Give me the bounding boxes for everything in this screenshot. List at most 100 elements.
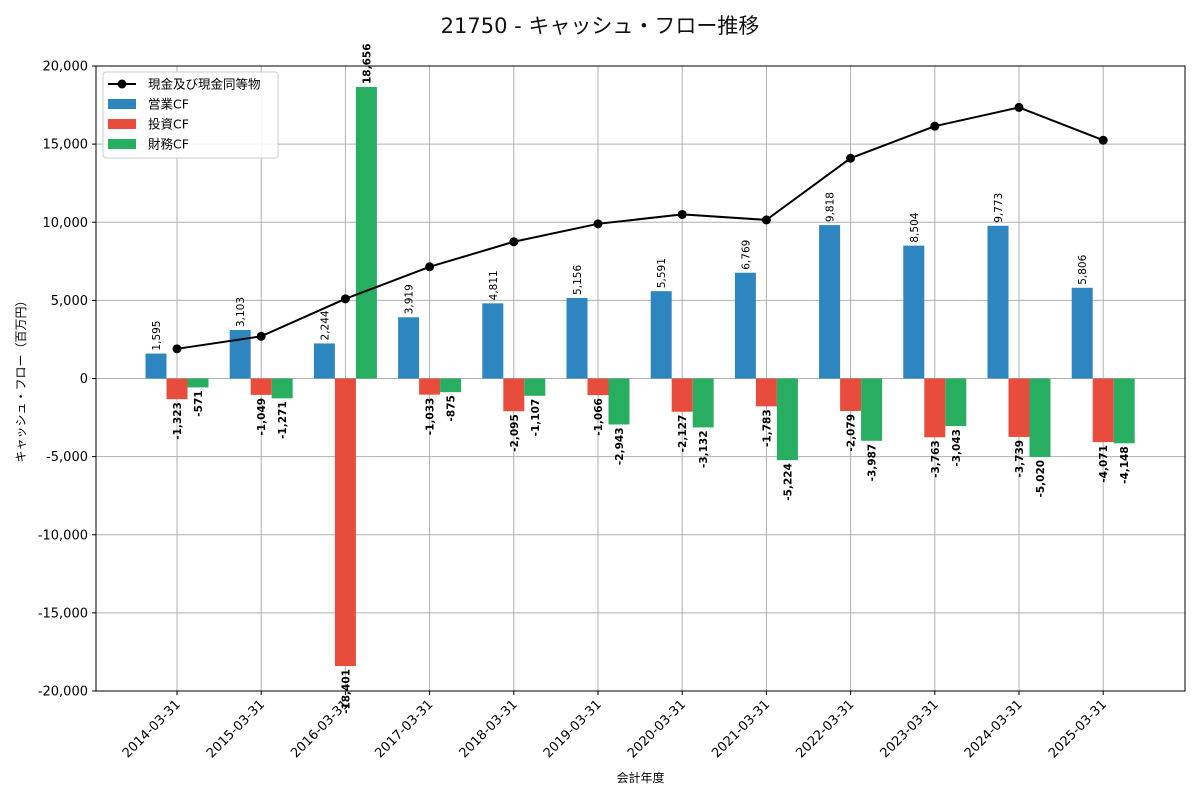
bar-investing-cf	[840, 378, 862, 411]
bar-value-label: 5,591	[656, 258, 668, 288]
cash-balance-point	[1014, 102, 1024, 112]
bar-financing-cf	[608, 378, 630, 425]
bar-value-label: -5,020	[1035, 460, 1047, 498]
bar-operating-cf	[398, 317, 420, 379]
x-tick-label: 2023-03-31	[878, 697, 942, 761]
bar-operating-cf	[987, 225, 1009, 379]
x-tick-label: 2025-03-31	[1046, 697, 1110, 761]
bar-value-label: 5,156	[572, 265, 584, 295]
bar-value-label: -875	[446, 395, 458, 421]
bar-operating-cf	[566, 297, 588, 379]
x-tick-label: 2022-03-31	[793, 697, 857, 761]
bar-value-label: -1,107	[530, 399, 542, 437]
bar-value-label: 18,656	[361, 43, 373, 84]
bar-value-label: 9,773	[993, 193, 1005, 223]
bar-financing-cf	[692, 378, 714, 428]
bar-value-label: -1,066	[593, 398, 605, 436]
bar-investing-cf	[503, 378, 525, 412]
plot-frame	[95, 65, 1186, 692]
legend-bar-swatch	[108, 99, 136, 109]
bar-operating-cf	[1071, 287, 1093, 379]
bar-value-label: -3,132	[698, 430, 710, 468]
y-axis-label: キャッシュ・フロー（百万円）	[14, 294, 28, 462]
x-tick-label: 2024-03-31	[962, 697, 1026, 761]
bar-value-label: -2,095	[509, 414, 521, 452]
legend-bar-swatch	[108, 119, 136, 129]
legend-label: 投資CF	[148, 117, 189, 132]
bar-operating-cf	[734, 272, 756, 379]
bar-value-label: -1,049	[256, 398, 268, 436]
bar-value-label: -3,987	[867, 444, 879, 482]
bar-operating-cf	[650, 291, 672, 379]
cash-balance-point	[1098, 135, 1108, 145]
cash-balance-point	[761, 215, 771, 225]
bar-operating-cf	[145, 353, 167, 379]
bar-value-label: -5,224	[782, 463, 794, 501]
legend-label: 営業CF	[148, 97, 189, 112]
bar-financing-cf	[1113, 378, 1135, 444]
bar-value-label: -1,323	[172, 402, 184, 440]
bar-value-label: -4,071	[1098, 445, 1110, 483]
bar-investing-cf	[1008, 378, 1030, 437]
bar-investing-cf	[755, 378, 777, 407]
x-tick-label: 2015-03-31	[204, 697, 268, 761]
bar-investing-cf	[587, 378, 609, 396]
legend-box	[102, 71, 279, 159]
bar-financing-cf	[271, 378, 293, 399]
y-tick-label: 0	[80, 372, 88, 387]
bar-investing-cf	[671, 378, 693, 412]
cash-balance-point	[256, 331, 266, 341]
cash-balance-point	[340, 294, 350, 304]
chart-title: 21750 - キャッシュ・フロー推移	[440, 14, 760, 38]
bar-value-label: -2,079	[846, 414, 858, 452]
bar-value-label: 1,595	[151, 321, 163, 351]
cash-balance-point	[509, 237, 519, 247]
bar-financing-cf	[187, 378, 209, 388]
legend-marker-swatch	[117, 79, 127, 89]
bar-operating-cf	[229, 330, 251, 379]
bar-operating-cf	[313, 343, 335, 379]
bar-value-label: -2,127	[677, 415, 689, 453]
y-tick-label: 20,000	[43, 60, 89, 75]
bar-value-label: 3,103	[235, 297, 247, 327]
cash-balance-point	[593, 219, 603, 229]
bar-value-label: -3,043	[951, 429, 963, 467]
bar-financing-cf	[861, 378, 883, 441]
bar-investing-cf	[166, 378, 188, 400]
bar-investing-cf	[419, 378, 441, 395]
bar-value-label: -2,943	[614, 427, 626, 465]
bar-investing-cf	[334, 378, 356, 667]
bar-financing-cf	[1029, 378, 1051, 457]
cash-balance-line	[176, 106, 1104, 350]
bar-value-label: 4,811	[488, 270, 500, 300]
y-tick-label: -5,000	[46, 450, 88, 465]
bar-value-label: 9,818	[825, 192, 837, 222]
y-tick-label: 10,000	[43, 216, 89, 231]
bar-investing-cf	[1092, 378, 1114, 443]
bar-operating-cf	[482, 303, 504, 379]
bar-financing-cf	[440, 378, 462, 393]
bar-value-label: -4,148	[1119, 446, 1131, 484]
cash-balance-point	[172, 344, 182, 354]
bar-financing-cf	[355, 87, 377, 379]
x-tick-label: 2017-03-31	[372, 697, 436, 761]
cash-balance-point	[930, 121, 940, 131]
bar-financing-cf	[776, 378, 798, 461]
y-tick-label: -15,000	[38, 606, 88, 621]
cash-balance-point	[677, 209, 687, 219]
bar-value-label: 6,769	[740, 240, 752, 270]
y-tick-label: -20,000	[38, 685, 88, 700]
bar-value-label: -3,763	[930, 440, 942, 478]
y-tick-label: 15,000	[43, 138, 89, 153]
bar-investing-cf	[250, 378, 272, 395]
bar-financing-cf	[524, 378, 546, 396]
legend-label: 現金及び現金同等物	[148, 77, 261, 92]
bar-value-label: -571	[193, 390, 205, 416]
bar-financing-cf	[945, 378, 967, 427]
cash-balance-point	[846, 153, 856, 163]
bar-operating-cf	[819, 225, 841, 379]
bar-operating-cf	[903, 245, 925, 379]
y-tick-label: -10,000	[38, 528, 88, 543]
bar-value-label: 2,244	[319, 310, 331, 340]
